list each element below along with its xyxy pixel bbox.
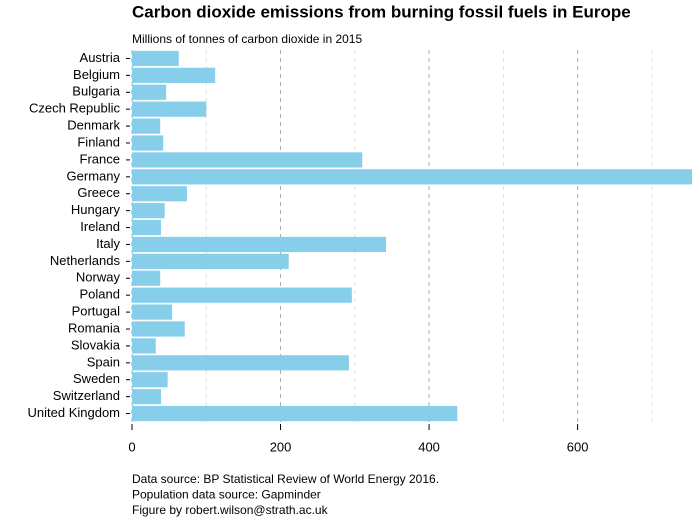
x-tick-label: 600: [567, 439, 589, 454]
bar: [132, 405, 458, 422]
y-tick-label: Norway: [76, 270, 121, 285]
y-tick-label: United Kingdom: [28, 405, 121, 420]
bar: [132, 84, 167, 100]
y-tick-label: Bulgaria: [72, 84, 120, 99]
y-tick-label: Germany: [67, 168, 121, 183]
bar: [132, 169, 692, 185]
y-tick-label: Netherlands: [50, 253, 121, 268]
y-tick-label: Spain: [87, 354, 120, 369]
y-tick-label: Romania: [68, 320, 121, 335]
bar: [132, 372, 168, 388]
bar: [132, 186, 187, 202]
bar: [132, 270, 161, 286]
y-tick-label: Portugal: [72, 304, 121, 319]
bar: [132, 203, 165, 219]
bar: [132, 67, 216, 83]
footnote: Figure by robert.wilson@strath.ac.uk: [132, 503, 329, 517]
y-tick-label: Greece: [77, 185, 120, 200]
bar: [132, 50, 179, 67]
bar: [132, 338, 156, 354]
bar: [132, 219, 161, 236]
bar: [132, 389, 161, 405]
x-tick-label: 400: [418, 439, 440, 454]
bar: [132, 321, 185, 337]
bar: [132, 135, 164, 151]
bar: [132, 355, 349, 371]
bar: [132, 304, 173, 320]
y-tick-label: Sweden: [73, 371, 120, 386]
bar: [132, 101, 207, 117]
bar: [132, 236, 387, 253]
footnote: Population data source: Gapminder: [132, 488, 321, 502]
y-tick-label: France: [80, 151, 120, 166]
y-tick-label: Denmark: [67, 118, 120, 133]
bar: [132, 287, 352, 303]
y-tick-label: Belgium: [73, 67, 120, 82]
y-tick-label: Finland: [77, 134, 120, 149]
y-tick-label: Ireland: [80, 219, 120, 234]
y-tick-label: Slovakia: [71, 337, 121, 352]
y-tick-label: Hungary: [71, 202, 121, 217]
y-tick-label: Poland: [80, 287, 120, 302]
y-tick-label: Switzerland: [53, 388, 120, 403]
bar: [132, 253, 289, 269]
bar: [132, 152, 363, 168]
chart-title: Carbon dioxide emissions from burning fo…: [132, 2, 631, 21]
y-tick-label: Czech Republic: [29, 101, 121, 116]
y-tick-label: Italy: [96, 236, 120, 251]
y-tick-label: Austria: [80, 50, 121, 65]
x-tick-label: 0: [128, 439, 135, 454]
x-tick-label: 200: [270, 439, 292, 454]
chart-subtitle: Millions of tonnes of carbon dioxide in …: [132, 32, 362, 46]
footnote: Data source: BP Statistical Review of Wo…: [132, 472, 439, 486]
bar: [132, 118, 161, 134]
